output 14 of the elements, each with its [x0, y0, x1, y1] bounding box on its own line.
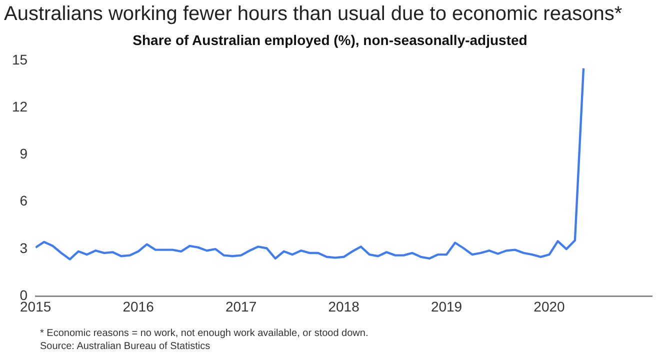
- y-tick-label: 9: [20, 146, 28, 162]
- y-tick-label: 12: [12, 98, 28, 114]
- y-tick-label: 3: [20, 240, 28, 256]
- y-tick-label: 15: [12, 51, 28, 68]
- x-tick-label: 2018: [328, 298, 360, 314]
- chart-title: Australians working fewer hours than usual due to economic reasons*: [4, 3, 622, 26]
- source-note: Source: Australian Bureau of Statistics: [40, 341, 210, 352]
- x-tick-label: 2019: [430, 298, 462, 314]
- x-tick-label: 2016: [122, 298, 154, 314]
- text: * Economic reasons = no work, not enough work available, or stood down.: [40, 328, 368, 339]
- x-tick-label: 2017: [225, 298, 257, 314]
- chart-subtitle: Share of Australian employed (%), non-seasonally-adjusted: [132, 32, 528, 48]
- y-tick-label: 6: [20, 192, 28, 209]
- x-tick-label: 2020: [534, 298, 566, 314]
